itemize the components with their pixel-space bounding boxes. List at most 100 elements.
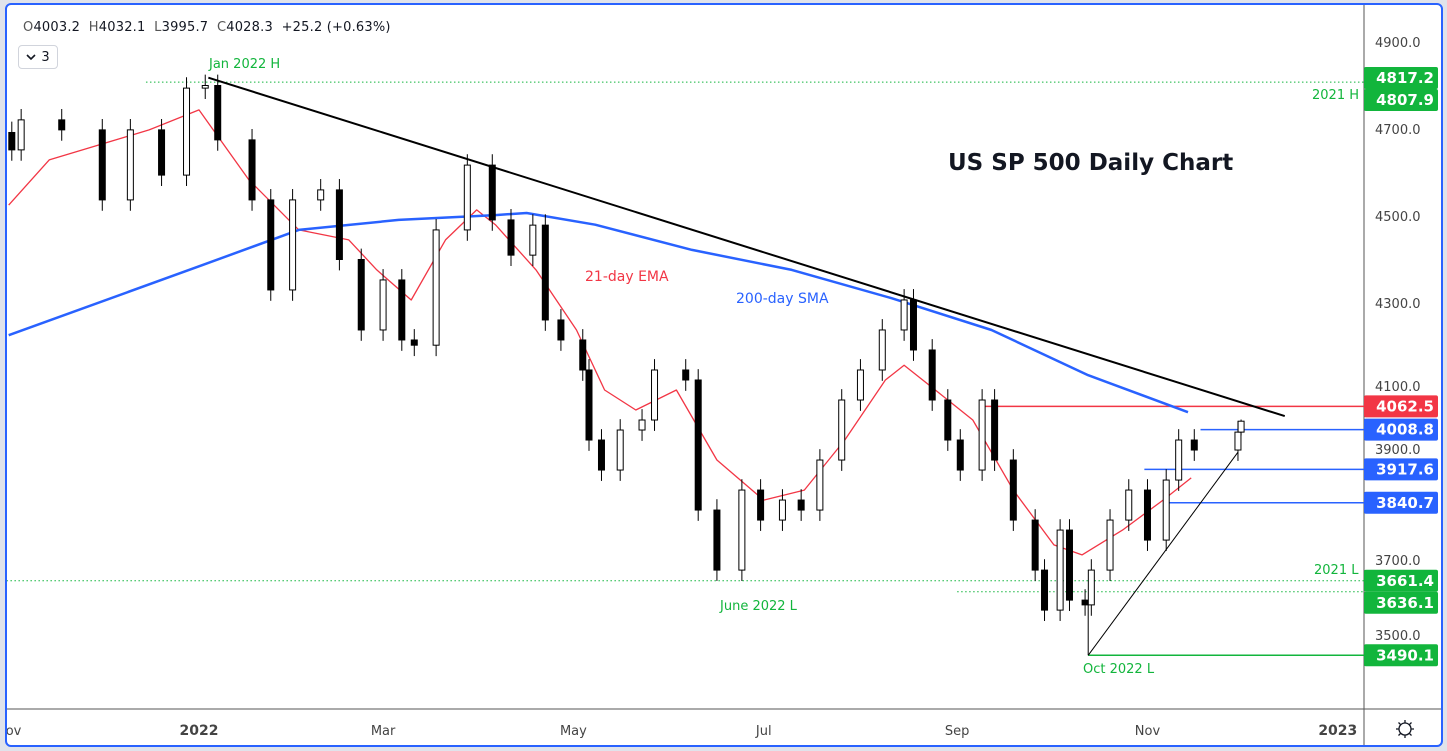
plot-area	[7, 74, 1364, 657]
price-label-bg	[1364, 89, 1438, 112]
indicators-toggle-button[interactable]: 3	[18, 45, 58, 69]
chevron-down-icon	[26, 54, 36, 61]
candle-down	[507, 219, 515, 256]
jan-2022-high-label: Jan 2022 H	[209, 57, 281, 72]
candle-down	[797, 499, 805, 511]
candle-down	[757, 489, 765, 521]
gear-icon[interactable]	[1392, 716, 1418, 742]
ema-label: 21-day EMA	[585, 269, 669, 285]
candle-down	[682, 369, 690, 381]
candle-up	[1056, 529, 1064, 611]
price-level-label: 4062.5	[1376, 397, 1434, 415]
low-label: L	[154, 20, 162, 35]
candle-down	[267, 199, 275, 291]
open-value: 4003.2	[33, 20, 81, 35]
sma-200-line	[8, 211, 1189, 414]
candle-down	[1009, 459, 1017, 521]
ohlc-legend: O4003.2 H4032.1 L3995.7 C4028.3 +25.2 (+…	[23, 20, 391, 35]
price-tick-label: 4700.0	[1375, 123, 1421, 138]
candle-down	[98, 129, 106, 201]
candle-up	[317, 189, 325, 201]
price-label-bg	[1364, 458, 1438, 481]
candle-down	[158, 129, 166, 176]
candle-up	[1175, 439, 1183, 481]
candle-down	[991, 399, 999, 461]
candle-down	[585, 369, 593, 441]
candle-down	[1081, 599, 1089, 606]
candle-up	[126, 129, 134, 201]
candle-down	[909, 299, 917, 351]
candle-down	[357, 259, 365, 331]
candle-up	[432, 229, 440, 346]
high-2021-label: 2021 H	[1312, 88, 1359, 103]
price-tick-label: 3500.0	[1375, 629, 1421, 644]
candle-down	[713, 509, 721, 571]
candle-down	[956, 439, 964, 471]
candle-up	[1234, 431, 1242, 451]
candle-down	[579, 339, 587, 371]
candle-up	[856, 369, 864, 401]
indicator-count: 3	[41, 49, 50, 65]
time-tick-label: 2022	[180, 723, 219, 739]
candle-down	[1041, 569, 1049, 611]
high-value: 4032.1	[98, 20, 146, 35]
candle-up	[379, 279, 387, 331]
candle-up	[616, 429, 624, 471]
oct-2022-low-label: Oct 2022 L	[1083, 662, 1155, 677]
candle-up	[529, 224, 537, 256]
candle-up	[638, 419, 646, 431]
price-label-bg	[1364, 569, 1438, 592]
change-value: +25.2 (+0.63%)	[281, 20, 391, 35]
candle-up	[651, 369, 659, 421]
candle-up	[201, 85, 209, 89]
price-level-label: 4807.9	[1376, 91, 1434, 109]
price-tick-label: 4900.0	[1375, 36, 1421, 51]
resistance-trendline	[208, 76, 1286, 418]
candle-down	[8, 131, 16, 151]
candle-down	[597, 439, 605, 471]
price-level-label: 4817.2	[1376, 69, 1434, 87]
candle-up	[900, 299, 908, 331]
candle-up	[1106, 519, 1114, 571]
june-2022-low-label: June 2022 L	[720, 599, 797, 614]
price-chart[interactable]: Nov 2022 Mar May Jul Sep Nov 2023 4817.2 4807.9 40…	[7, 5, 1441, 745]
price-level-label: 3490.1	[1376, 646, 1434, 664]
candle-up	[838, 399, 846, 461]
candle-down	[488, 164, 496, 221]
candle-down	[398, 279, 406, 341]
price-level-label: 4008.8	[1376, 421, 1434, 439]
candle-down	[928, 349, 936, 401]
chart-pane[interactable]: Nov 2022 Mar May Jul Sep Nov 2023 4817.2 4807.9 40…	[5, 3, 1443, 747]
time-tick-label: Mar	[371, 724, 396, 739]
close-value: 4028.3	[226, 20, 273, 35]
low-value: 3995.7	[161, 20, 209, 35]
candle-down	[541, 224, 549, 321]
candle-up	[1237, 420, 1245, 433]
candle-up	[463, 164, 471, 231]
price-label-bg	[1364, 418, 1438, 441]
candle-up	[1125, 489, 1133, 521]
time-tick-label: 2023	[1318, 723, 1357, 739]
support-trendline	[1087, 451, 1239, 656]
candle-down	[214, 85, 222, 141]
price-label-bg	[1364, 591, 1438, 614]
close-label: C	[216, 20, 227, 35]
time-tick-label: May	[560, 724, 587, 739]
candle-down	[1031, 519, 1039, 571]
candle-up	[17, 119, 25, 151]
candle-down	[1190, 439, 1198, 451]
price-label-bg	[1364, 395, 1438, 418]
price-tick-label: 3700.0	[1375, 554, 1421, 569]
chart-title: US SP 500 Daily Chart	[948, 150, 1234, 176]
time-tick-label: Nov	[1135, 724, 1161, 739]
candle-down	[944, 399, 952, 441]
price-level-label: 3917.6	[1376, 460, 1434, 478]
candle-up	[778, 499, 786, 521]
candle-up	[738, 489, 746, 571]
time-tick-label: Nov	[7, 724, 22, 739]
candle-down	[248, 139, 256, 201]
price-level-label: 3636.1	[1376, 594, 1434, 612]
price-tick-label: 4500.0	[1375, 210, 1421, 225]
candle-down	[58, 119, 66, 131]
price-tick-label: 4100.0	[1375, 380, 1421, 395]
